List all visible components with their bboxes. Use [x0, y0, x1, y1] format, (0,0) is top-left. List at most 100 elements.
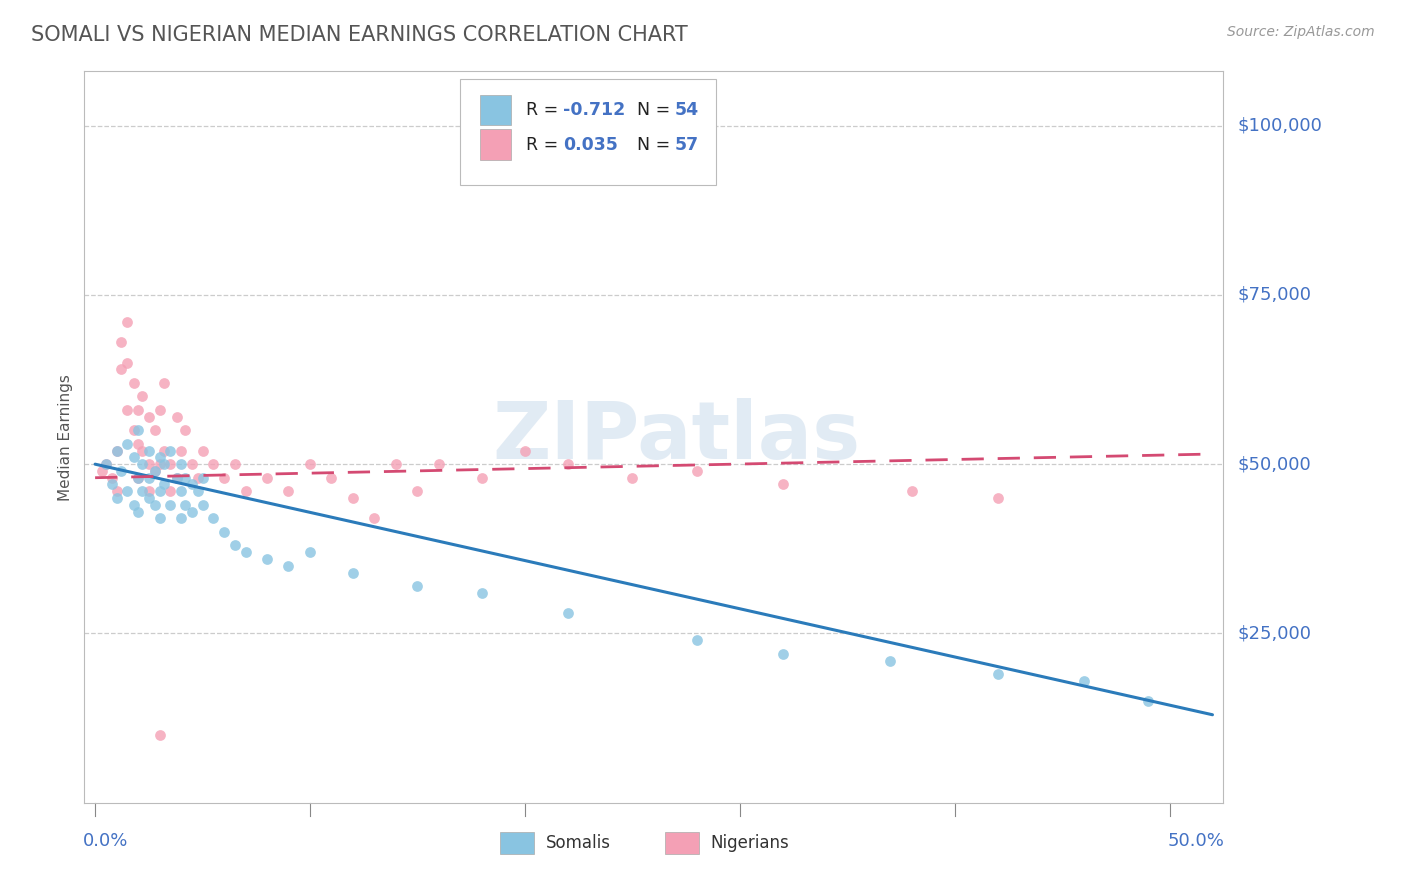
Point: [122, 450, 145, 465]
Point: [224, 457, 246, 471]
Point: [686, 633, 709, 648]
Point: [117, 403, 139, 417]
Point: [277, 558, 299, 573]
Point: [117, 355, 139, 369]
Point: [170, 457, 193, 471]
Point: [122, 498, 145, 512]
Point: [557, 606, 579, 620]
Point: [138, 491, 160, 505]
Point: [131, 443, 153, 458]
Text: Nigerians: Nigerians: [711, 834, 790, 852]
Text: Source: ZipAtlas.com: Source: ZipAtlas.com: [1227, 25, 1375, 39]
Point: [342, 491, 364, 505]
Point: [143, 498, 166, 512]
Point: [235, 545, 257, 559]
Point: [159, 457, 181, 471]
Point: [110, 335, 132, 350]
Text: -0.712: -0.712: [562, 101, 624, 120]
Point: [513, 443, 536, 458]
Point: [131, 457, 153, 471]
Point: [148, 728, 170, 742]
Point: [557, 457, 579, 471]
Point: [224, 538, 246, 552]
Point: [138, 484, 160, 499]
Point: [180, 457, 202, 471]
Point: [148, 457, 170, 471]
Point: [127, 423, 149, 437]
Point: [471, 471, 494, 485]
Text: 50.0%: 50.0%: [1167, 832, 1225, 850]
Point: [159, 484, 181, 499]
Point: [101, 477, 124, 491]
Point: [127, 403, 149, 417]
Point: [105, 443, 128, 458]
Point: [148, 403, 170, 417]
Text: 57: 57: [675, 136, 699, 153]
Point: [153, 457, 176, 471]
Point: [191, 443, 214, 458]
FancyBboxPatch shape: [460, 78, 717, 185]
Point: [105, 443, 128, 458]
Point: [1137, 694, 1160, 708]
Point: [148, 484, 170, 499]
Text: 0.0%: 0.0%: [83, 832, 128, 850]
Point: [166, 471, 188, 485]
Point: [117, 315, 139, 329]
Point: [621, 471, 644, 485]
Point: [148, 511, 170, 525]
Point: [298, 545, 321, 559]
Text: $100,000: $100,000: [1237, 117, 1322, 135]
Point: [187, 471, 209, 485]
Point: [987, 667, 1010, 681]
Point: [900, 484, 922, 499]
Point: [127, 505, 149, 519]
Point: [127, 471, 149, 485]
FancyBboxPatch shape: [479, 129, 512, 160]
Point: [987, 491, 1010, 505]
Point: [153, 376, 176, 390]
Text: R =: R =: [526, 101, 564, 120]
FancyBboxPatch shape: [501, 832, 534, 854]
Point: [159, 498, 181, 512]
Point: [143, 464, 166, 478]
Point: [277, 484, 299, 499]
Point: [879, 654, 901, 668]
Y-axis label: Median Earnings: Median Earnings: [58, 374, 73, 500]
Point: [143, 464, 166, 478]
Text: N =: N =: [627, 136, 676, 153]
Point: [143, 423, 166, 437]
Point: [212, 524, 235, 539]
Point: [174, 423, 197, 437]
Point: [166, 471, 188, 485]
Point: [187, 484, 209, 499]
Point: [180, 477, 202, 491]
Point: [138, 409, 160, 424]
Point: [94, 457, 117, 471]
Point: [153, 477, 176, 491]
Point: [772, 477, 794, 491]
Text: $25,000: $25,000: [1237, 624, 1312, 642]
Point: [170, 484, 193, 499]
Text: SOMALI VS NIGERIAN MEDIAN EARNINGS CORRELATION CHART: SOMALI VS NIGERIAN MEDIAN EARNINGS CORRE…: [31, 25, 688, 45]
Point: [138, 443, 160, 458]
Point: [321, 471, 343, 485]
Point: [212, 471, 235, 485]
Point: [94, 457, 117, 471]
Point: [202, 457, 225, 471]
Point: [174, 498, 197, 512]
Point: [202, 511, 225, 525]
Point: [138, 457, 160, 471]
Point: [235, 484, 257, 499]
Text: ZIPatlas: ZIPatlas: [492, 398, 860, 476]
Text: Somalis: Somalis: [546, 834, 610, 852]
Point: [406, 484, 429, 499]
Text: R =: R =: [526, 136, 564, 153]
Point: [117, 437, 139, 451]
Point: [127, 471, 149, 485]
Point: [122, 376, 145, 390]
Point: [131, 484, 153, 499]
Point: [170, 511, 193, 525]
Point: [148, 450, 170, 465]
Point: [385, 457, 408, 471]
Text: $50,000: $50,000: [1237, 455, 1310, 473]
